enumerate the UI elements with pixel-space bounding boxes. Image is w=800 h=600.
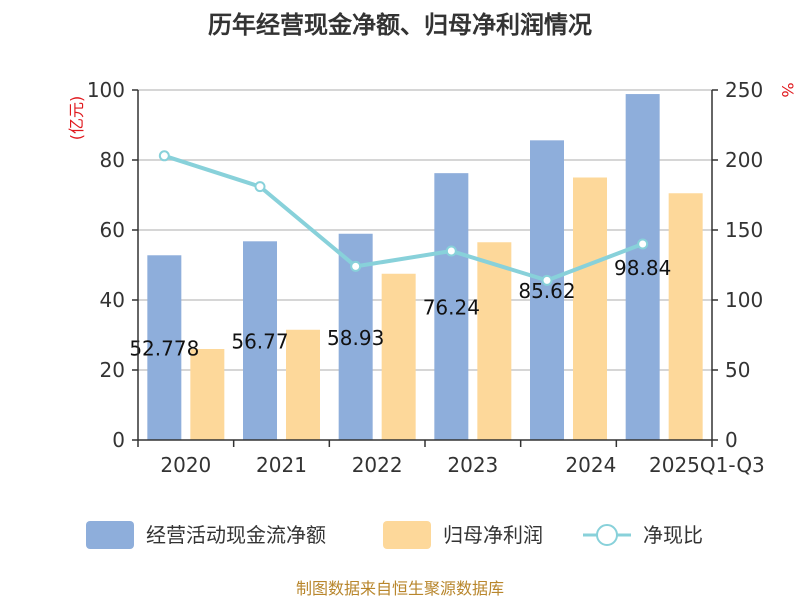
- y-left-tick-label: 80: [100, 148, 125, 172]
- y-left-tick-label: 40: [100, 288, 125, 312]
- y-right-tick-label: 200: [725, 148, 763, 172]
- ratio-line-path: [163, 153, 644, 283]
- ratio-point: [350, 260, 362, 272]
- x-tick-label: 2023: [447, 453, 498, 477]
- data-label-cash-flow: 85.62: [518, 279, 575, 303]
- legend-swatch-net-profit: [383, 521, 431, 549]
- legend-label-net-profit: 归母净利润: [443, 523, 543, 547]
- x-tick-label: 2024: [565, 453, 616, 477]
- data-label-cash-flow: 98.84: [614, 256, 671, 280]
- bar-net-profit: [381, 273, 416, 440]
- y-right-unit: %: [778, 82, 797, 97]
- ratio-point: [445, 245, 457, 257]
- x-tick-label: 2025Q1-Q3: [649, 453, 765, 477]
- x-tick-label: 2022: [352, 453, 403, 477]
- source-note: 制图数据来自恒生聚源数据库: [296, 579, 504, 598]
- ratio-point: [637, 238, 649, 250]
- y-left-tick-label: 20: [100, 358, 125, 382]
- legend-label-ratio: 净现比: [643, 523, 703, 547]
- bar-cash-flow: [147, 255, 182, 440]
- chart-title: 历年经营现金净额、归母净利润情况: [208, 11, 592, 39]
- y-right-tick-label: 150: [725, 218, 763, 242]
- legend-label-cash-flow: 经营活动现金流净额: [146, 523, 326, 547]
- x-tick-label: 2020: [160, 453, 211, 477]
- y-right-tick-label: 100: [725, 288, 763, 312]
- bar-cash-flow: [625, 94, 660, 440]
- data-labels: 52.778 56.77 58.93 76.24 85.62 98.84: [129, 256, 671, 361]
- ratio-point: [158, 150, 170, 162]
- bar-cash-flow: [530, 140, 564, 440]
- bar-cash-flow: [243, 241, 277, 440]
- ratio-point: [254, 181, 266, 193]
- grid: [138, 89, 712, 371]
- bars: [147, 94, 703, 440]
- y-left-unit: (亿元): [67, 96, 86, 141]
- bar-net-profit: [573, 177, 607, 440]
- y-right-tick-label: 250: [725, 78, 763, 102]
- bar-net-profit: [668, 193, 703, 440]
- bar-cash-flow: [434, 173, 469, 440]
- bar-net-profit: [190, 349, 225, 440]
- x-tick-label: 2021: [256, 453, 307, 477]
- data-label-cash-flow: 76.24: [423, 296, 480, 320]
- y-left-tick-label: 0: [112, 428, 125, 452]
- ratio-line: [158, 150, 649, 286]
- data-label-cash-flow: 58.93: [327, 326, 384, 350]
- legend-marker-ratio: [596, 524, 618, 546]
- data-label-cash-flow: 56.77: [231, 330, 288, 354]
- bar-net-profit: [286, 329, 320, 440]
- y-right-tick-label: 0: [725, 428, 738, 452]
- y-left-tick-label: 100: [87, 78, 125, 102]
- y-left-tick-label: 60: [100, 218, 125, 242]
- legend: 经营活动现金流净额 归母净利润 净现比: [86, 521, 703, 549]
- legend-swatch-cash-flow: [86, 521, 134, 549]
- y-right-tick-label: 50: [725, 358, 750, 382]
- axes: 0 20 40 60 80 100 0 50 100 150 200 250 2020 2021 2022 2…: [87, 78, 765, 477]
- ratio-point: [541, 274, 553, 286]
- data-label-cash-flow: 52.778: [129, 337, 199, 361]
- bar-net-profit: [477, 242, 512, 440]
